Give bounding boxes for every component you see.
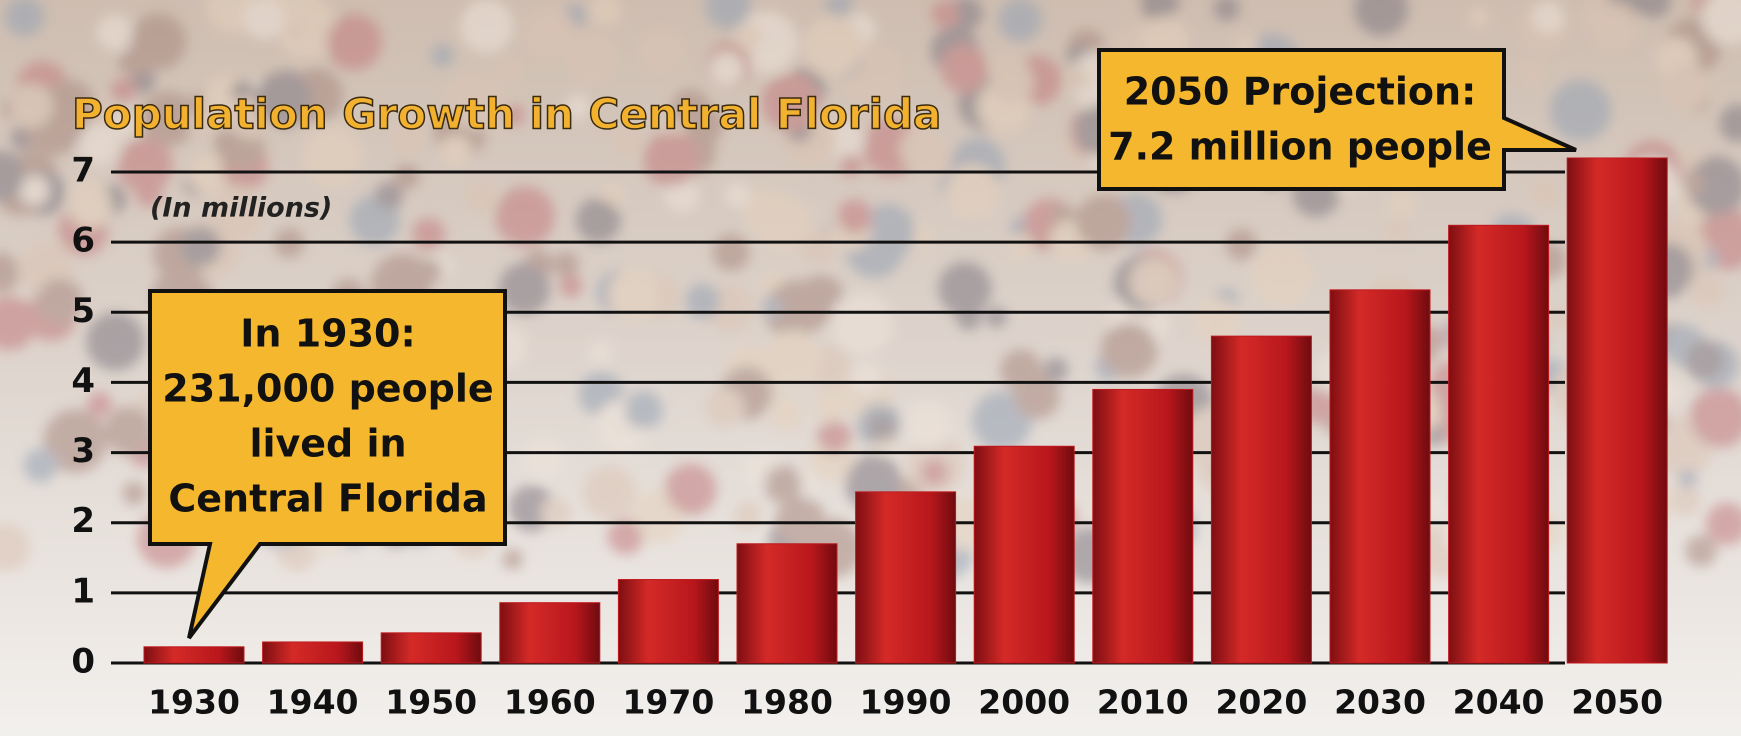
y-tick-label: 6 xyxy=(71,221,95,261)
callout-line: lived in xyxy=(249,422,406,466)
callout-line: 7.2 million people xyxy=(1108,125,1492,169)
page: 0 1 2 3 4 5 6 7 Population Growth in Central Fl… xyxy=(0,0,1741,736)
callout-line: 231,000 people xyxy=(162,367,493,411)
x-tick-label: 1930 xyxy=(148,683,240,722)
x-tick-label: 1960 xyxy=(504,683,596,722)
bar xyxy=(1330,290,1430,663)
y-tick-label: 7 xyxy=(71,151,95,191)
chart-subtitle: (In millions) xyxy=(150,193,332,224)
x-tick-label: 2050 xyxy=(1571,683,1663,722)
y-tick-label: 3 xyxy=(71,431,95,471)
bar xyxy=(500,603,600,663)
y-tick-label: 4 xyxy=(71,361,95,401)
y-tick-label: 0 xyxy=(71,642,95,682)
bar xyxy=(974,446,1074,663)
x-tick-label: 2010 xyxy=(1097,683,1189,722)
bar xyxy=(856,492,956,663)
bar xyxy=(144,647,244,663)
x-tick-label: 2000 xyxy=(978,683,1070,722)
y-tick-label: 1 xyxy=(71,571,95,611)
y-tick-label: 5 xyxy=(71,291,95,331)
y-tick-label: 2 xyxy=(71,501,95,541)
callout-line: Central Florida xyxy=(168,477,487,521)
bar xyxy=(381,633,481,663)
x-tick-label: 2020 xyxy=(1215,683,1307,722)
bar xyxy=(618,580,718,663)
bar xyxy=(1093,389,1193,663)
x-tick-label: 1940 xyxy=(267,683,359,722)
bar xyxy=(1211,336,1311,663)
x-tick-label: 1970 xyxy=(622,683,714,722)
bar xyxy=(737,544,837,663)
chart: 0 1 2 3 4 5 6 7 Population Growth in Central Fl… xyxy=(0,0,1741,736)
x-tick-label: 1990 xyxy=(860,683,952,722)
bar xyxy=(1567,158,1667,663)
x-tick-label: 1950 xyxy=(385,683,477,722)
bar xyxy=(263,642,363,663)
callout-2050: 2050 Projection: 7.2 million people xyxy=(1099,50,1576,189)
x-tick-label: 2030 xyxy=(1334,683,1426,722)
bar xyxy=(1449,225,1549,663)
x-tick-label: 1980 xyxy=(741,683,833,722)
callout-line: 2050 Projection: xyxy=(1124,70,1477,114)
chart-title: Population Growth in Central Florida xyxy=(72,90,941,139)
x-tick-label: 2040 xyxy=(1453,683,1545,722)
callout-line: In 1930: xyxy=(240,312,415,356)
